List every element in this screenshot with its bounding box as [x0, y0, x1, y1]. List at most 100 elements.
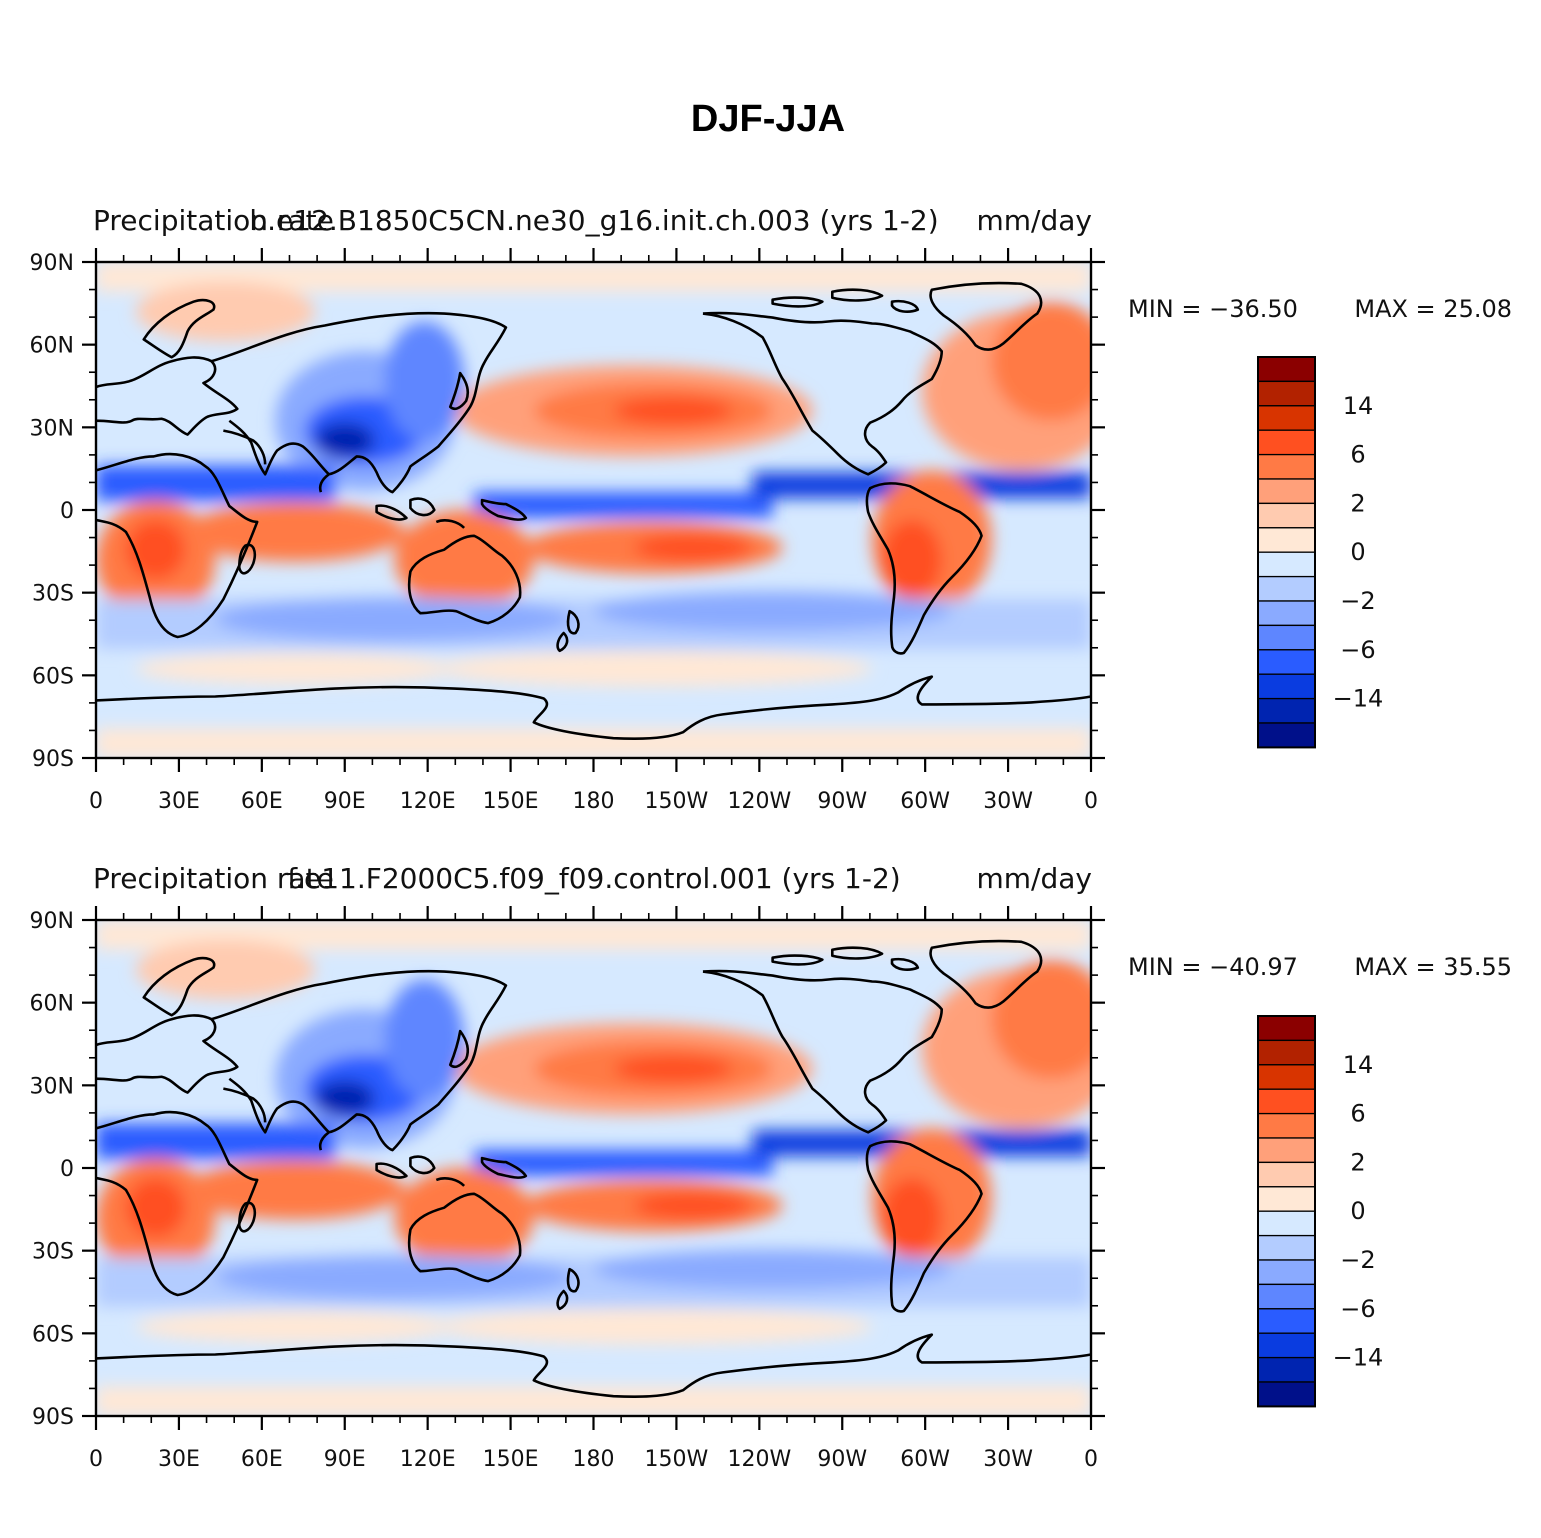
panel-2-colorbar-swatch: [1257, 1381, 1316, 1408]
panel-2-colorbar-frame: [1257, 1015, 1316, 1408]
panel-2-axes: 90N 60N 30N 0 30S 60S 90S 0 30E 60E 90E 120E 150E 180…: [30, 906, 1105, 1472]
panel-2-lon-label: 60W: [900, 1447, 950, 1472]
panel-1-units-label: mm/day: [977, 204, 1093, 237]
panel-1-colorbar-swatch: [1257, 600, 1316, 627]
panel-1-case-label: b.e12.B1850C5CN.ne30_g16.init.ch.003 (yr…: [249, 204, 938, 237]
panel-2-lon-label: 90W: [817, 1447, 867, 1472]
panel-1-lon-label: 120W: [727, 789, 791, 814]
panel-1-lat-label: 90S: [32, 747, 74, 772]
panel-1-lon-label: 90E: [324, 789, 366, 814]
panel-1-colorbar-swatch: [1257, 697, 1316, 724]
panel-2-colorbar-label: 2: [1350, 1148, 1365, 1176]
panel-2-lon-label: 0: [89, 1447, 103, 1472]
panel-1-colorbar-swatch: [1257, 405, 1316, 431]
panel-2-field: [96, 920, 1091, 1416]
panel-1-colorbar: 14 6 2 0 −2 −6 −14: [1257, 356, 1383, 749]
panel-2-case-label: f.e11.F2000C5.f09_f09.control.001 (yrs 1…: [287, 862, 900, 895]
map-panel-1: Precipitation rate b.e12.B1850C5CN.ne30_…: [30, 204, 1512, 814]
panel-2-lat-label: 90S: [32, 1405, 74, 1430]
panel-2-lat-label: 30N: [30, 1074, 74, 1099]
panel-1-lon-label: 60W: [900, 789, 950, 814]
panel-2-colorbar: 14 6 2 0 −2 −6 −14: [1257, 1015, 1384, 1408]
panel-2-colorbar-label: −6: [1340, 1295, 1375, 1323]
panel-2-colorbar-swatch: [1257, 1161, 1316, 1188]
panel-2-lon-label: 0: [1084, 1447, 1098, 1472]
panel-1-colorbar-swatch: [1257, 551, 1316, 578]
panel-2-colorbar-swatch: [1257, 1332, 1316, 1359]
panel-2-lat-label: 90N: [30, 909, 74, 934]
panel-1-lon-label: 30E: [158, 789, 200, 814]
panel-2-lon-label: 30E: [158, 1447, 200, 1472]
panel-2-colorbar-label: 14: [1343, 1051, 1374, 1079]
panel-2-lon-label: 120E: [400, 1447, 456, 1472]
panel-1-colorbar-swatch: [1257, 429, 1316, 456]
panel-1-colorbar-swatch: [1257, 575, 1316, 602]
panel-2-colorbar-swatch: [1257, 1308, 1316, 1334]
panel-1-colorbar-label: −2: [1340, 587, 1375, 615]
panel-1-lon-label: 0: [89, 789, 103, 814]
panel-1-lon-label: 0: [1084, 789, 1098, 814]
panel-1-colorbar-swatch: [1257, 624, 1316, 651]
panel-1-min-text: MIN = −36.50: [1128, 295, 1298, 323]
panel-2-colorbar-swatch: [1257, 1259, 1316, 1286]
panel-2-colorbar-label: −2: [1340, 1246, 1375, 1274]
panel-2-lat-label: 0: [60, 1157, 74, 1182]
panel-1-lon-label: 120E: [400, 789, 456, 814]
panel-1-colorbar-swatch: [1257, 502, 1316, 529]
panel-1-colorbar-swatch: [1257, 380, 1316, 407]
panel-1-colorbar-label: 14: [1343, 392, 1374, 420]
panel-2-lon-label: 150E: [483, 1447, 539, 1472]
panel-1-lon-label: 180: [573, 789, 615, 814]
panel-1-lon-label: 150W: [645, 789, 709, 814]
panel-2-lat-label: 60S: [32, 1322, 74, 1347]
panel-2-colorbar-swatch: [1257, 1234, 1316, 1261]
panel-2-units-label: mm/day: [977, 862, 1093, 895]
panel-1-colorbar-swatch: [1257, 356, 1316, 383]
panel-1-colorbar-swatch: [1257, 478, 1316, 505]
panel-2-colorbar-swatch: [1257, 1186, 1316, 1212]
panel-1-lat-label: 0: [60, 499, 74, 524]
panel-1-lon-label: 90W: [817, 789, 867, 814]
panel-2-colorbar-swatch: [1257, 1112, 1316, 1139]
panel-2-colorbar-swatch: [1257, 1283, 1316, 1310]
panel-2-lon-label: 180: [573, 1447, 615, 1472]
panel-2-lon-label: 30W: [983, 1447, 1033, 1472]
panel-2-lon-label: 150W: [645, 1447, 709, 1472]
panel-1-colorbar-label: −6: [1340, 636, 1375, 664]
panel-1-lon-label: 30W: [983, 789, 1033, 814]
panel-1-lat-label: 60N: [30, 334, 74, 359]
panel-2-lat-label: 30S: [32, 1240, 74, 1265]
panel-1-axes: 90N 60N 30N 0 30S 60S 90S 0 30E 60E 90E 120E 150E 180…: [30, 248, 1105, 814]
panel-1-colorbar-label: 6: [1350, 441, 1365, 469]
panel-1-colorbar-swatch: [1257, 453, 1316, 480]
panel-2-colorbar-swatch: [1257, 1088, 1316, 1115]
panel-1-lon-label: 150E: [483, 789, 539, 814]
panel-1-field: [96, 262, 1091, 758]
panel-2-min-text: MIN = −40.97: [1128, 953, 1298, 981]
panel-2-variable-label: Precipitation rate: [93, 862, 334, 895]
panel-1-lat-label: 30S: [32, 582, 74, 607]
panel-1-lat-label: 60S: [32, 664, 74, 689]
panel-2-lat-label: 60N: [30, 992, 74, 1017]
map-panel-2: Precipitation rate f.e11.F2000C5.f09_f09…: [30, 862, 1512, 1472]
panel-2-colorbar-label: −14: [1333, 1344, 1384, 1372]
panel-2-colorbar-label: 6: [1350, 1100, 1365, 1128]
panel-2-lon-label: 120W: [727, 1447, 791, 1472]
panel-1-colorbar-swatch: [1257, 527, 1316, 553]
panel-2-colorbar-swatch: [1257, 1137, 1316, 1164]
panel-2-colorbar-swatch: [1257, 1356, 1316, 1383]
panel-2-colorbar-swatch: [1257, 1210, 1316, 1237]
panel-1-colorbar-swatch: [1257, 649, 1316, 675]
panel-2-colorbar-swatch: [1257, 1015, 1316, 1042]
panel-2-colorbar-label: 0: [1350, 1197, 1365, 1225]
panel-2-colorbar-swatch: [1257, 1039, 1316, 1066]
panel-1-colorbar-frame: [1257, 356, 1316, 749]
figure-title: DJF-JJA: [691, 98, 845, 140]
panel-1-lat-label: 30N: [30, 416, 74, 441]
panel-1-colorbar-label: 0: [1350, 538, 1365, 566]
panel-1-lat-label: 90N: [30, 251, 74, 276]
panel-1-colorbar-swatch: [1257, 673, 1316, 700]
panel-2-lon-label: 90E: [324, 1447, 366, 1472]
panel-1-variable-label: Precipitation rate: [93, 204, 334, 237]
